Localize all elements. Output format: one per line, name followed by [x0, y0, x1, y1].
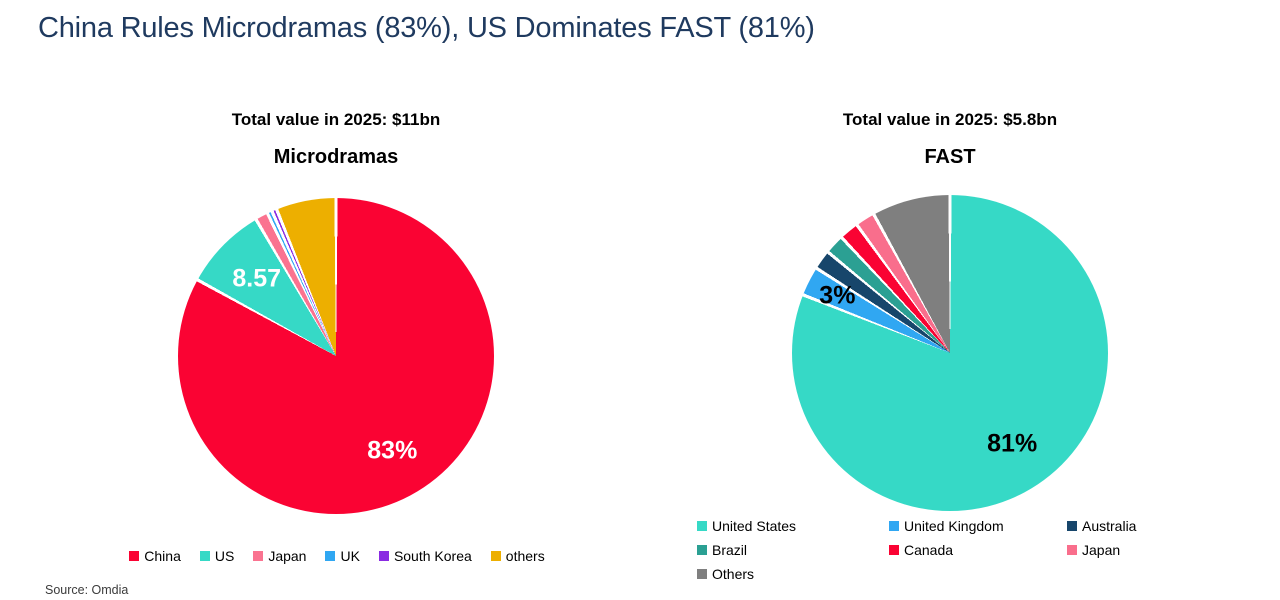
legend-label-others: Others: [712, 566, 755, 582]
slice-label-us: 8.57: [232, 264, 282, 293]
legend-item-china: China: [129, 548, 181, 564]
slice-label-china: 83%: [367, 436, 418, 465]
legend-item-australia: Australia: [1067, 518, 1217, 534]
legend-item-brazil: Brazil: [697, 542, 889, 558]
pie-area-microdramas: 83% 8.57: [178, 198, 494, 514]
legend-swatch-australia: [1067, 521, 1077, 531]
legend-item-others: others: [490, 548, 545, 564]
slice-label-united-kingdom: 3%: [819, 281, 856, 310]
legend-swatch-others: [697, 569, 707, 579]
legend-swatch-japan: [1067, 545, 1077, 555]
legend-label-japan: Japan: [268, 548, 307, 564]
legend-item-united-kingdom: United Kingdom: [889, 518, 1067, 534]
chart-subtitle-microdramas: Total value in 2025: $11bn: [231, 110, 441, 129]
legend-item-us: US: [199, 548, 235, 564]
legend-label-south-korea: South Korea: [393, 548, 472, 564]
legend-item-south-korea: South Korea: [378, 548, 472, 564]
source-note: Source: Omdia: [45, 583, 129, 597]
legend-label-brazil: Brazil: [712, 542, 748, 558]
legend-swatch-uk: [325, 551, 336, 561]
legend-swatch-south-korea: [378, 551, 389, 561]
slice-label-united-states: 81%: [987, 429, 1038, 458]
chart-title-fast: FAST: [924, 146, 976, 168]
legend-swatch-china: [129, 551, 140, 561]
pie-area-fast: 81% 3%: [792, 195, 1108, 511]
legend-swatch-us: [199, 551, 210, 561]
legend-item-uk: UK: [325, 548, 360, 564]
legend-item-others: Others: [697, 566, 889, 582]
legend-fast: United States United Kingdom Australia Braz…: [697, 514, 1217, 586]
legend-swatch-brazil: [697, 545, 707, 555]
legend-label-uk: UK: [340, 548, 360, 564]
legend-microdramas: China US Japan UK South Korea others: [98, 548, 576, 564]
pie-fast: [792, 195, 1108, 511]
legend-label-australia: Australia: [1082, 518, 1137, 534]
legend-swatch-others: [490, 551, 501, 561]
legend-label-united-kingdom: United Kingdom: [904, 518, 1004, 534]
legend-label-us: US: [214, 548, 235, 564]
legend-label-united-states: United States: [712, 518, 797, 534]
page-title: China Rules Microdramas (83%), US Domina…: [38, 12, 815, 44]
legend-swatch-japan: [253, 551, 264, 561]
pie-microdramas: [178, 198, 494, 514]
legend-item-japan: Japan: [1067, 542, 1217, 558]
chart-subtitle-fast: Total value in 2025: $5.8bn: [842, 110, 1058, 129]
legend-swatch-united-kingdom: [889, 521, 899, 531]
legend-label-others: others: [505, 548, 545, 564]
legend-swatch-united-states: [697, 521, 707, 531]
legend-label-china: China: [144, 548, 181, 564]
legend-label-canada: Canada: [904, 542, 954, 558]
legend-item-united-states: United States: [697, 518, 889, 534]
legend-item-japan: Japan: [253, 548, 306, 564]
legend-swatch-canada: [889, 545, 899, 555]
legend-label-japan: Japan: [1082, 542, 1121, 558]
legend-item-canada: Canada: [889, 542, 1067, 558]
chart-title-microdramas: Microdramas: [273, 146, 399, 168]
